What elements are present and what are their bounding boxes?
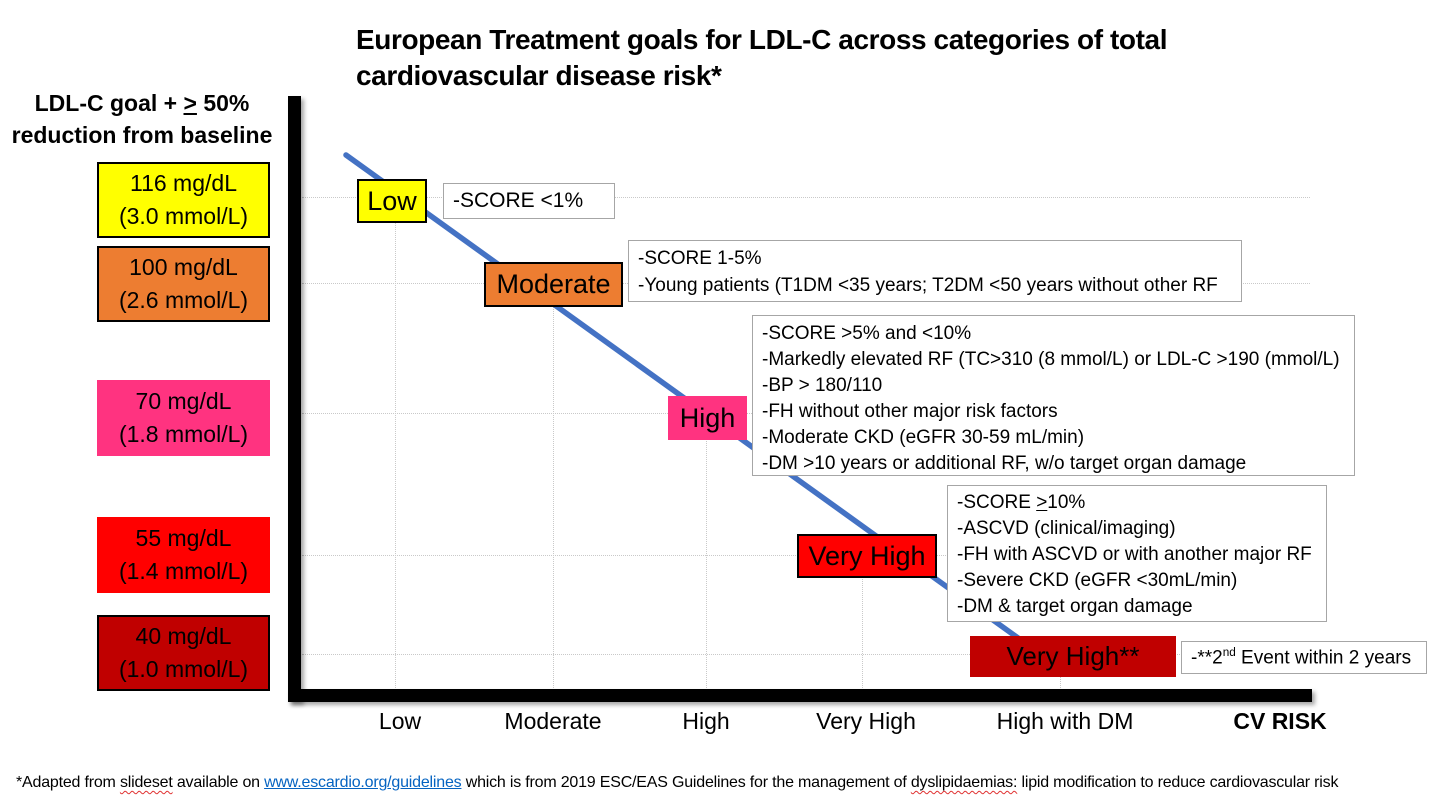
risk-box-label: High — [679, 402, 736, 433]
x-axis-label-moderate: Moderate — [504, 708, 602, 734]
goal-value: 70 mg/dL — [135, 387, 232, 414]
note-line: -Severe CKD (eGFR <30mL/min) — [957, 570, 1238, 591]
goal-header-line2: reduction from baseline — [11, 122, 273, 149]
x-axis-title: CV RISK — [1233, 708, 1327, 734]
gridline-vertical — [553, 283, 554, 688]
note-line: -BP > 180/110 — [762, 375, 883, 396]
note-line: -SCORE <1% — [453, 189, 584, 212]
risk-box-label: Low — [367, 185, 417, 216]
note-line: -DM & target organ damage — [957, 596, 1193, 617]
note-line: -Markedly elevated RF (TC>310 (8 mmol/L)… — [762, 349, 1340, 370]
x-axis-bar — [288, 689, 1312, 702]
note-line: -FH with ASCVD or with another major RF — [957, 544, 1312, 565]
note-line: -**2nd Event within 2 years — [1191, 646, 1411, 669]
note-line: -Moderate CKD (eGFR 30-59 mL/min) — [762, 427, 1085, 448]
risk-box-label: Very High — [808, 540, 926, 571]
goal-box-70: 70 mg/dL (1.8 mmol/L) — [97, 380, 270, 456]
goal-value: 40 mg/dL — [135, 622, 232, 649]
footer-text: which is from 2019 ESC/EAS Guidelines fo… — [461, 774, 911, 791]
goal-box-55: 55 mg/dL (1.4 mmol/L) — [97, 517, 270, 593]
escardio-guidelines-link[interactable]: www.escardio.org/guidelines — [264, 774, 462, 791]
goal-value: 100 mg/dL — [129, 253, 238, 280]
footer-text: lipid modification to reduce cardiovascu… — [1017, 774, 1339, 791]
goal-unit: (1.0 mmol/L) — [118, 656, 249, 682]
goal-unit: (2.6 mmol/L) — [118, 287, 249, 313]
note-line: -SCORE >10% — [957, 490, 1317, 516]
footer-text: available on — [172, 774, 265, 791]
goal-value: 116 mg/dL — [130, 169, 237, 196]
risk-box-label: Moderate — [496, 269, 611, 299]
gridline-vertical — [395, 197, 396, 688]
footer-spellcheck-word: slideset — [119, 774, 173, 791]
note-line: -SCORE 1-5% — [638, 248, 762, 269]
goal-header-pct: 50% — [196, 90, 250, 116]
risk-box-very-high-dm: Very High** — [970, 636, 1176, 677]
note-text: -**2 — [1191, 647, 1223, 669]
page-title: European Treatment goals for LDL-C acros… — [356, 22, 1168, 95]
goal-header-text: LDL-C goal + — [34, 90, 184, 116]
note-very-high: -SCORE >10% -ASCVD (clinical/imaging) -F… — [947, 485, 1327, 622]
note-line: -FH without other major risk factors — [762, 401, 1058, 422]
page-title-line1: European Treatment goals for LDL-C acros… — [356, 24, 1168, 55]
risk-box-high: High — [668, 396, 747, 440]
page-title-line2: cardiovascular disease risk* — [356, 60, 722, 92]
goal-unit: (3.0 mmol/L) — [118, 203, 249, 229]
note-line: -DM >10 years or additional RF, w/o targ… — [762, 453, 1247, 474]
goal-box-40: 40 mg/dL (1.0 mmol/L) — [97, 615, 270, 691]
gridline-horizontal — [302, 654, 1310, 655]
footer-spellcheck-word: dyslipidaemias: — [910, 774, 1018, 791]
goal-unit: (1.8 mmol/L) — [118, 421, 249, 447]
risk-box-moderate: Moderate — [484, 262, 623, 307]
x-axis-label-high-with-dm: High with DM — [996, 708, 1134, 734]
note-geq: > — [1036, 492, 1048, 513]
note-superscript: nd — [1222, 645, 1236, 659]
note-high: -SCORE >5% and <10% -Markedly elevated R… — [752, 315, 1355, 476]
footer-attribution: *Adapted from slideset available on www.… — [16, 774, 1338, 792]
gridline-vertical — [706, 413, 707, 688]
note-line: -ASCVD (clinical/imaging) — [957, 518, 1176, 539]
x-axis-label-low: Low — [378, 708, 422, 734]
y-axis-bar — [288, 96, 301, 702]
ldl-goal-axis-label: LDL-C goal + > 50% reduction from baseli… — [2, 87, 282, 151]
x-axis-label-very-high: Very High — [816, 708, 916, 734]
note-text: -SCORE — [957, 492, 1037, 513]
note-text: 10% — [1047, 492, 1086, 513]
risk-box-label: Very High** — [1006, 641, 1140, 671]
goal-value: 55 mg/dL — [135, 524, 232, 551]
goal-box-116: 116 mg/dL (3.0 mmol/L) — [97, 162, 270, 238]
footer-text: *Adapted from — [16, 774, 120, 791]
x-axis-label-high: High — [682, 708, 730, 734]
note-text: Event within 2 years — [1235, 647, 1412, 669]
goal-header-geq: > — [183, 90, 197, 116]
goal-unit: (1.4 mmol/L) — [118, 558, 249, 584]
note-line: -Young patients (T1DM <35 years; T2DM <5… — [638, 275, 1218, 296]
note-line: -SCORE >5% and <10% — [762, 323, 972, 344]
goal-box-100: 100 mg/dL (2.6 mmol/L) — [97, 246, 270, 322]
note-low: -SCORE <1% — [443, 183, 615, 219]
note-moderate: -SCORE 1-5% -Young patients (T1DM <35 ye… — [628, 240, 1242, 302]
risk-box-very-high: Very High — [797, 534, 937, 578]
risk-box-low: Low — [357, 179, 427, 223]
note-second-event: -**2nd Event within 2 years — [1181, 641, 1427, 674]
